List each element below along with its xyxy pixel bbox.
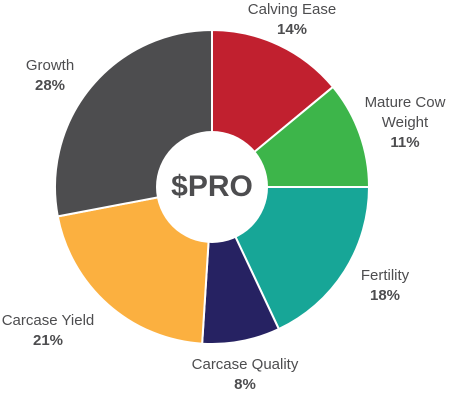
slice-label: Mature Cow Weight 11% (360, 93, 450, 153)
center-label: $PRO (171, 170, 253, 203)
center-hole (156, 131, 268, 243)
slice-value: 18% (369, 287, 401, 304)
slice-label: Carcase Quality 8% (185, 355, 305, 395)
slice-value: 14% (276, 21, 308, 38)
slice-name: Mature Cow Weight (364, 94, 446, 131)
slice-value: 11% (390, 134, 420, 151)
slice-name: Fertility (360, 267, 410, 284)
slice-name: Carcase Quality (191, 356, 299, 373)
slice-name: Calving Ease (247, 1, 337, 18)
slice-value: 8% (234, 376, 256, 393)
slice-label: Fertility 18% (325, 266, 445, 306)
slice-label: Growth 28% (0, 56, 110, 96)
slice-label: Calving Ease 14% (232, 0, 352, 40)
slice-value: 21% (32, 332, 64, 349)
slice-label: Carcase Yield 21% (0, 311, 108, 351)
slice-value: 28% (34, 77, 66, 94)
slice-name: Growth (25, 57, 75, 74)
slice-name: Carcase Yield (1, 312, 95, 329)
